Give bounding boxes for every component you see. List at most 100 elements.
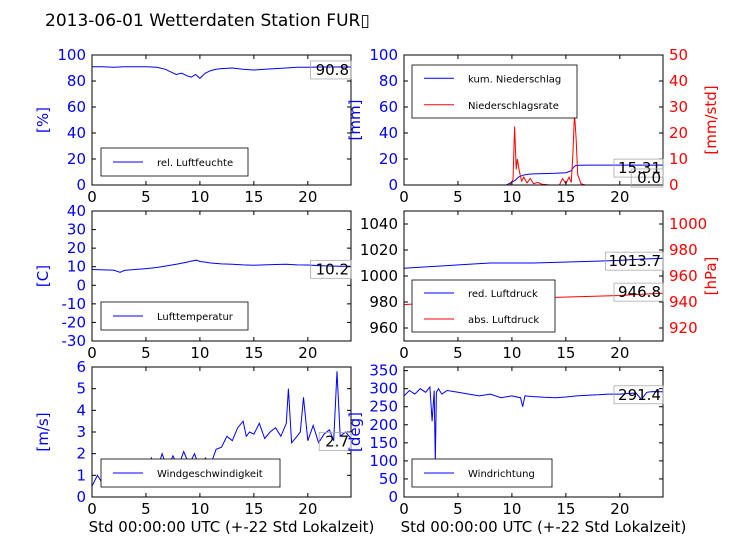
svg-text:0.0: 0.0 [637, 169, 661, 187]
y2-tick-label: 20 [669, 124, 688, 142]
y-tick-label: 3 [76, 423, 86, 441]
y-tick-label: 1 [76, 466, 86, 484]
svg-text:10.2: 10.2 [316, 260, 349, 278]
y2-tick-label: 40 [669, 72, 688, 90]
plot-frame [91, 54, 352, 186]
chart-panel-winddir: 0 5 10 15 20050100150200250300350[deg]Windri… [346, 362, 664, 518]
x-tick-label: 0 [399, 500, 409, 518]
y-tick-label: 10 [67, 258, 86, 276]
y-axis-label: [deg] [346, 412, 364, 452]
legend: rel. Luftfeuchte [100, 147, 249, 177]
plot-frame [403, 366, 664, 498]
legend-entry: Windgeschwindigkeit [157, 469, 263, 480]
page-title: 2013-06-01 Wetterdaten Station FUR▯ [45, 11, 370, 31]
y-tick-label: 980 [369, 293, 398, 311]
y-tick-label: 100 [369, 452, 398, 470]
y-tick-label: 0 [76, 488, 86, 506]
last-value-label: 0.0 [630, 168, 664, 188]
chart-panel-pressure: 0 5 10 15 20 960 980 1000 1020 1040 920 940 960 980 10… [360, 210, 720, 362]
x-tick-label: 15 [556, 500, 575, 518]
y2-tick-label: 920 [669, 319, 698, 337]
x-tick-label: 15 [244, 344, 263, 362]
x-tick-label: 5 [141, 344, 151, 362]
x-axis-label: Std 00:00:00 UTC (+-22 Std Lokalzeit) [401, 518, 687, 536]
last-value-label: 90.8 [310, 60, 352, 80]
x-tick-label: 5 [141, 188, 151, 206]
x-tick-label: 10 [502, 188, 521, 206]
y-tick-label: 5 [76, 380, 86, 398]
x-tick-label: 20 [298, 500, 317, 518]
plot-frame [403, 54, 664, 186]
legend-entry: red. Luftdruck [468, 289, 538, 300]
x-tick-label: 15 [244, 188, 263, 206]
chart-panel-precip: 0 5 10 15 20 0 20 40 60 80 100 0 10 20 30 40 50 [mm] [mm/s… [346, 46, 720, 206]
y-tick-label: 960 [369, 319, 398, 337]
y2-axis-label: [hPa] [702, 257, 720, 296]
y-tick-label: 1020 [360, 241, 398, 259]
y-axis-label: [C] [34, 265, 52, 287]
y2-tick-label: 0 [669, 176, 679, 194]
y-tick-label: -20 [62, 313, 87, 331]
y-tick-label: 20 [67, 239, 86, 257]
y-tick-label: -30 [62, 332, 87, 350]
x-tick-label: 15 [244, 500, 263, 518]
y-tick-label: 40 [67, 124, 86, 142]
legend: kum. Niederschlag Niederschlagsrate [411, 64, 578, 119]
y-tick-label: 0 [388, 488, 398, 506]
y-tick-label: 40 [67, 202, 86, 220]
x-tick-label: 0 [87, 188, 97, 206]
x-tick-label: 5 [141, 500, 151, 518]
x-tick-label: 5 [453, 500, 463, 518]
x-tick-label: 0 [399, 188, 409, 206]
last-value-label: 15.31 [613, 158, 664, 178]
y-tick-label: 2 [76, 445, 86, 463]
series-line-precip-0 [404, 164, 663, 185]
series-line-humidity-0 [92, 66, 351, 80]
y2-tick-label: 50 [669, 46, 688, 64]
x-tick-label: 10 [190, 344, 209, 362]
y-tick-label: 60 [379, 98, 398, 116]
last-value-label: 2.7 [318, 432, 352, 451]
y-tick-label: 6 [76, 358, 86, 376]
svg-text:2.7: 2.7 [325, 433, 349, 451]
series-line-temperature-0 [92, 259, 351, 273]
y-tick-label: 350 [369, 362, 398, 380]
svg-text:1013.7: 1013.7 [609, 252, 662, 270]
y-tick-label: 250 [369, 398, 398, 416]
x-tick-label: 20 [298, 188, 317, 206]
y-tick-label: 100 [369, 46, 398, 64]
last-value-label: 946.8 [613, 282, 664, 302]
svg-text:291.4: 291.4 [618, 386, 661, 404]
y-tick-label: 0 [76, 176, 86, 194]
y-tick-label: 0 [76, 276, 86, 294]
x-tick-label: 10 [190, 500, 209, 518]
x-tick-label: 10 [502, 344, 521, 362]
y2-tick-label: 1000 [669, 215, 707, 233]
legend-entry: rel. Luftfeuchte [157, 158, 233, 169]
y-tick-label: 0 [388, 176, 398, 194]
svg-text:90.8: 90.8 [316, 61, 349, 79]
y2-tick-label: 940 [669, 293, 698, 311]
y-axis-label: [mm] [346, 100, 364, 141]
legend: Lufttemperatur [100, 301, 249, 331]
y-tick-label: 150 [369, 434, 398, 452]
x-tick-label: 15 [556, 344, 575, 362]
series-line-winddir-0 [404, 385, 663, 461]
y2-tick-label: 960 [669, 267, 698, 285]
x-tick-label: 15 [556, 188, 575, 206]
last-value-label: 1013.7 [605, 251, 664, 271]
x-tick-label: 20 [298, 344, 317, 362]
x-tick-label: 0 [399, 344, 409, 362]
y-tick-label: 80 [67, 72, 86, 90]
x-axis-label: Std 00:00:00 UTC (+-22 Std Lokalzeit) [89, 518, 375, 536]
x-tick-label: 20 [610, 188, 629, 206]
y-tick-label: 80 [379, 72, 398, 90]
y-tick-label: 50 [379, 470, 398, 488]
y-tick-label: 200 [369, 416, 398, 434]
y2-tick-label: 10 [669, 150, 688, 168]
legend-entry: Niederschlagsrate [468, 101, 559, 112]
legend-entry: Windrichtung [468, 469, 535, 480]
y-axis-label: [%] [34, 107, 52, 133]
y-tick-label: 20 [379, 150, 398, 168]
